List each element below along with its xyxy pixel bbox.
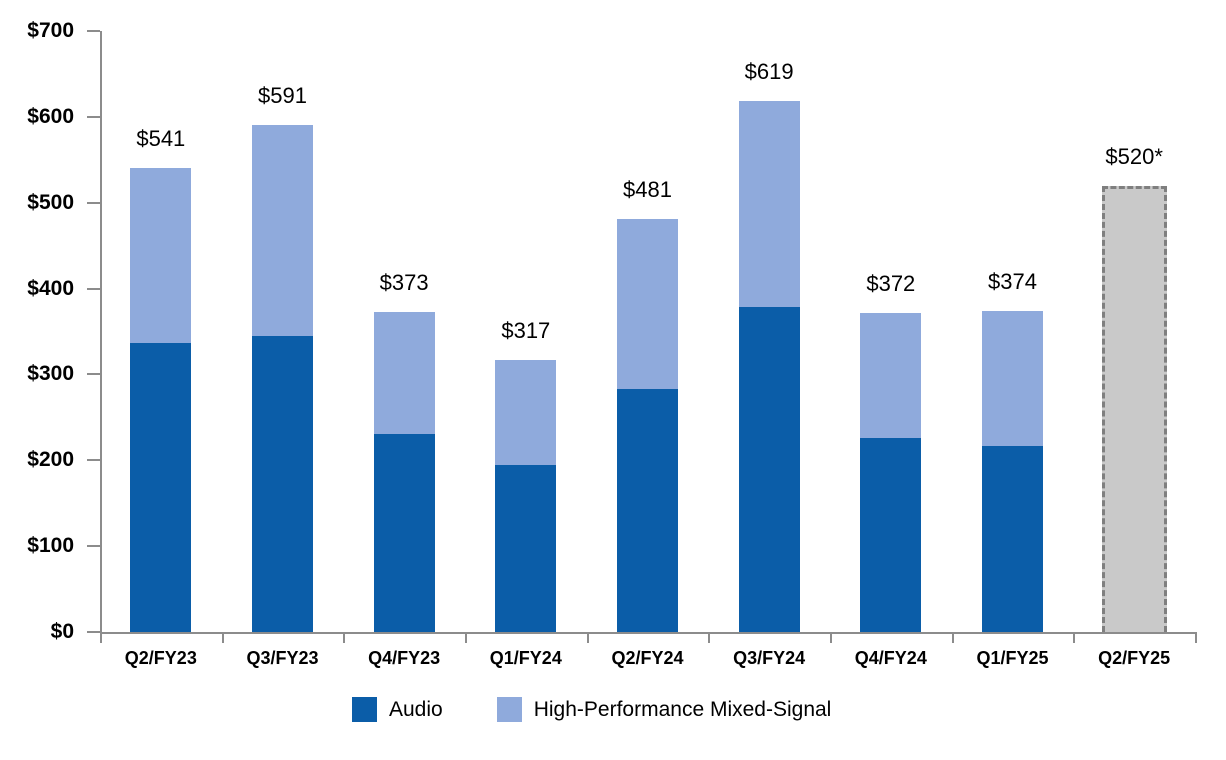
hpms-legend-swatch	[496, 697, 522, 722]
x-axis-tick	[1073, 632, 1076, 643]
bar-segment-hpms	[373, 311, 435, 434]
y-axis-tick	[87, 373, 100, 376]
y-axis-tick-label: $300	[27, 362, 74, 386]
bar-segment-audio	[130, 342, 192, 632]
x-axis-tick	[100, 632, 102, 643]
x-axis-tick	[1195, 632, 1197, 643]
bar-total-label: $374	[988, 268, 1037, 294]
hpms-legend-label: High-Performance Mixed-Signal	[533, 697, 832, 721]
x-axis-category-label: Q3/FY23	[246, 648, 319, 668]
bar-segment-audio	[860, 437, 922, 632]
x-axis-tick	[465, 632, 467, 643]
x-axis-tick	[343, 632, 346, 643]
x-axis-tick	[586, 632, 589, 643]
bar-segment-hpms	[252, 124, 313, 336]
x-axis-category-label: Q2/FY23	[124, 648, 197, 668]
bar-segment-audio	[738, 307, 800, 632]
audio-legend-label: Audio	[389, 697, 443, 721]
x-axis-category-label: Q2/FY25	[1098, 648, 1171, 668]
x-axis-category-label: Q1/FY25	[976, 648, 1049, 668]
x-axis-category-label: Q4/FY23	[368, 648, 441, 668]
legend-item-audio: Audio	[352, 697, 443, 722]
y-axis-tick	[87, 631, 100, 633]
bar-segment-hpms	[495, 359, 557, 466]
y-axis-tick-label: $500	[27, 190, 74, 214]
bar-segment-audio	[373, 433, 435, 632]
bar-total-label: $372	[866, 270, 916, 296]
x-axis-tick	[951, 632, 954, 643]
x-axis-line	[100, 632, 1197, 634]
x-axis-category-label: Q4/FY24	[854, 648, 927, 668]
bar-total-label: $591	[258, 82, 307, 108]
y-axis-tick	[87, 201, 100, 204]
x-axis-category-label: Q3/FY24	[733, 648, 806, 668]
y-axis-tick-label: $400	[27, 276, 74, 300]
bar-segment-hpms	[982, 310, 1043, 446]
bar-segment-hpms	[617, 219, 678, 389]
y-axis-tick	[87, 459, 100, 462]
x-axis-tick	[830, 632, 832, 643]
legend-item-hpms: High-Performance Mixed-Signal	[496, 697, 832, 722]
x-axis-tick	[221, 632, 224, 643]
bar-total-label: $481	[623, 177, 672, 203]
bar-segment-hpms	[738, 100, 800, 308]
y-axis-tick	[87, 287, 100, 290]
y-axis-tick	[87, 545, 100, 548]
bar-segment-audio	[617, 389, 678, 632]
bar-total-label: $619	[744, 58, 794, 84]
bar-total-label: $373	[379, 269, 429, 295]
y-axis-tick-label: $0	[50, 620, 74, 643]
chart-legend: Audio High-Performance Mixed-Signal	[352, 697, 831, 722]
x-axis-category-label: Q2/FY24	[611, 648, 684, 668]
y-axis-tick	[87, 115, 100, 118]
bar-total-label: $541	[136, 125, 186, 151]
y-axis-line	[100, 31, 102, 634]
bar-segment-hpms	[130, 167, 192, 343]
guidance-bar-q2fy25	[1101, 185, 1167, 632]
y-axis-tick-label: $700	[27, 19, 74, 42]
bar-segment-audio	[252, 335, 313, 632]
y-axis-tick-label: $600	[27, 104, 74, 128]
bar-segment-hpms	[860, 312, 922, 438]
bar-segment-audio	[982, 445, 1043, 632]
x-axis-category-label: Q1/FY24	[489, 648, 562, 668]
y-axis-tick	[87, 30, 100, 32]
bar-total-label: $317	[501, 317, 551, 343]
x-axis-tick	[708, 632, 711, 643]
bar-segment-audio	[495, 465, 557, 632]
y-axis-tick-label: $200	[27, 448, 74, 472]
audio-legend-swatch	[352, 697, 377, 722]
bar-total-label: $520*	[1105, 143, 1163, 169]
y-axis-tick-label: $100	[27, 534, 74, 558]
